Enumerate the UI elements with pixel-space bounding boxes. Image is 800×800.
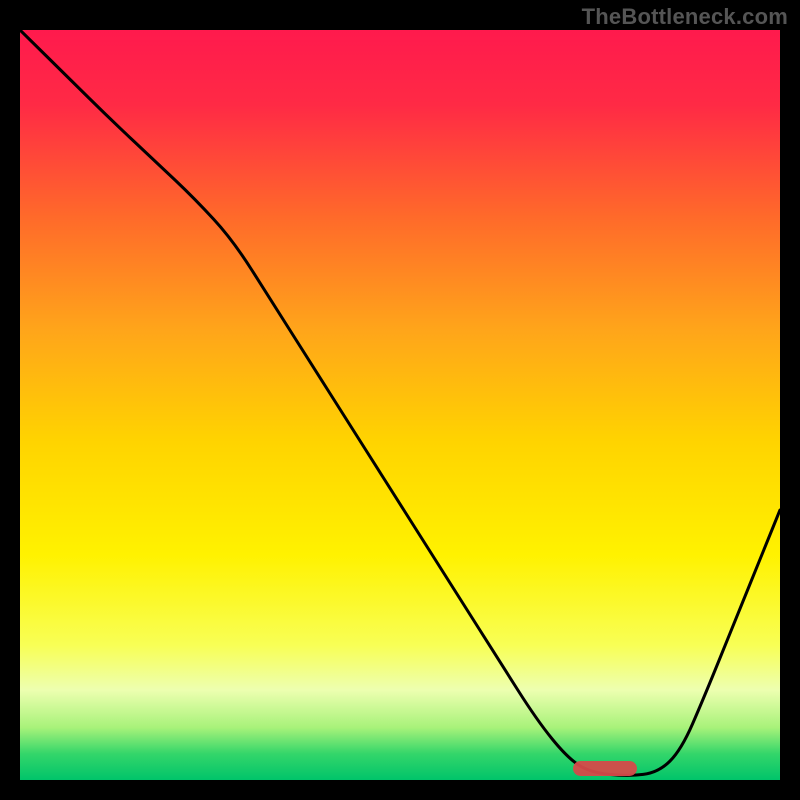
bottleneck-marker bbox=[573, 761, 638, 776]
plot-area bbox=[20, 30, 780, 780]
gradient-with-curve bbox=[20, 30, 780, 780]
watermark-text: TheBottleneck.com bbox=[582, 4, 788, 30]
chart-container: TheBottleneck.com bbox=[0, 0, 800, 800]
